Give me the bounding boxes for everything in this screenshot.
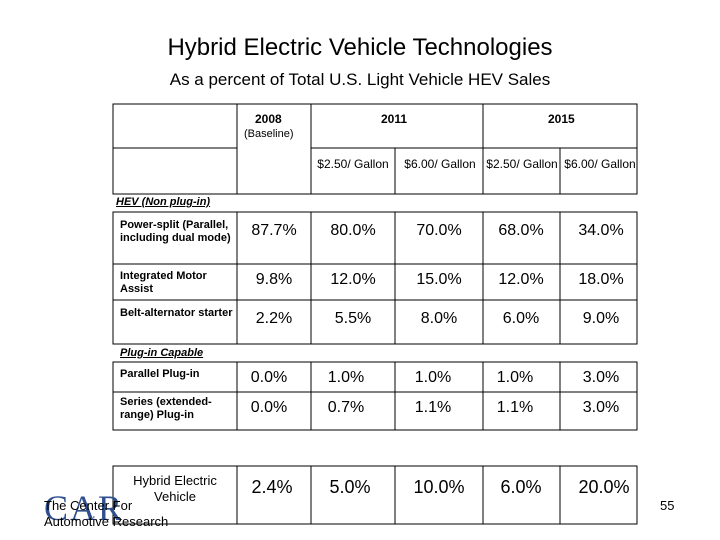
cell-series-plugin-2011-low: 0.7% [327,399,365,416]
cell-ima-2008: 9.8% [255,271,293,288]
row-label-bas: Belt-alternator starter [120,307,233,319]
year-2011-header: 2011 [381,112,408,126]
car-logo: CAR [44,488,125,528]
cell-parallel-plugin-2008: 0.0% [250,369,288,386]
page-number: 55 [660,498,675,513]
year-2008-header: 2008 [255,112,282,126]
cell-power-split-2011-low: 80.0% [330,222,376,239]
summary-cell-2008: 2.4% [251,477,293,497]
summary-cell-2015-high: 20.0% [578,477,630,497]
cell-ima-2015-low: 12.0% [498,271,544,288]
year-2015-header: 2015 [548,112,575,126]
cell-power-split-2015-high: 34.0% [578,222,624,239]
row-label-series-plugin: Series (extended-range) Plug-in [120,396,212,421]
cell-ima-2011-low: 12.0% [330,271,376,288]
cell-series-plugin-2015-high: 3.0% [582,399,620,416]
row-label-ima: Integrated Motor Assist [120,270,207,295]
summary-label: Hybrid Electric Vehicle [133,473,217,504]
slide-subtitle: As a percent of Total U.S. Light Vehicle… [169,70,551,89]
cell-parallel-plugin-2015-low: 1.0% [496,369,534,386]
baseline-note: (Baseline) [244,128,294,140]
cell-series-plugin-2011-high: 1.1% [414,399,452,416]
price-header-2015-high: $6.00/ Gallon [564,157,636,171]
cell-parallel-plugin-2011-high: 1.0% [414,369,452,386]
price-header-2011-high: $6.00/ Gallon [404,157,476,171]
cell-power-split-2008: 87.7% [251,222,297,239]
cell-ima-2015-high: 18.0% [578,271,624,288]
price-header-2011-low: $2.50/ Gallon [317,157,389,171]
section-plugin-label: Plug-in Capable [120,347,204,359]
cell-ima-2011-high: 15.0% [416,271,462,288]
price-header-2015-low: $2.50/ Gallon [486,157,558,171]
cell-bas-2008: 2.2% [255,310,293,327]
organization-name: The Center For Automotive Research [44,498,169,529]
cell-parallel-plugin-2015-high: 3.0% [582,369,620,386]
row-label-parallel-plugin: Parallel Plug-in [120,368,200,380]
cell-bas-2011-high: 8.0% [420,310,458,327]
cell-bas-2015-high: 9.0% [582,310,620,327]
cell-series-plugin-2008: 0.0% [250,399,288,416]
cell-power-split-2011-high: 70.0% [416,222,462,239]
cell-power-split-2015-low: 68.0% [498,222,544,239]
row-label-power-split: Power-split (Parallel, including dual mo… [120,219,231,244]
cell-bas-2011-low: 5.5% [334,310,372,327]
slide-title: Hybrid Electric Vehicle Technologies [167,34,553,61]
summary-cell-2011-low: 5.0% [329,477,371,497]
summary-cell-2015-low: 6.0% [500,477,542,497]
cell-series-plugin-2015-low: 1.1% [496,399,534,416]
cell-parallel-plugin-2011-low: 1.0% [327,369,365,386]
section-hev-label: HEV (Non plug-in) [116,196,211,208]
cell-bas-2015-low: 6.0% [502,310,540,327]
summary-cell-2011-high: 10.0% [413,477,465,497]
